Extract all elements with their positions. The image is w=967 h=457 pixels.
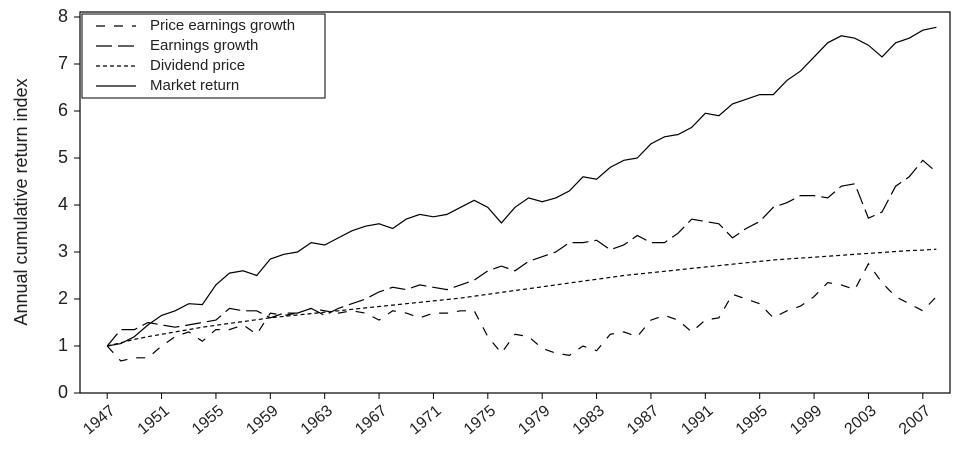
legend-label: Price earnings growth (150, 17, 295, 34)
y-tick-label: 5 (58, 147, 68, 167)
x-tick-label: 1947 (80, 402, 118, 438)
y-axis-label: Annual cumulative return index (11, 78, 31, 325)
y-tick-label: 8 (58, 6, 68, 26)
y-tick-label: 1 (58, 335, 68, 355)
x-tick-label: 1979 (515, 402, 553, 438)
x-tick-label: 1987 (624, 402, 662, 438)
x-tick-label: 2003 (842, 402, 880, 438)
x-tick-label: 1951 (135, 402, 173, 438)
series-line (106, 159, 937, 347)
x-tick-label: 2007 (896, 402, 934, 438)
x-tick-label: 1955 (189, 402, 227, 438)
x-tick-label: 1967 (352, 402, 390, 438)
x-tick-label: 1963 (298, 402, 336, 438)
y-tick-label: 7 (58, 53, 68, 73)
legend-label: Earnings growth (150, 37, 258, 54)
legend-box (81, 13, 326, 99)
legend-label: Market return (150, 77, 239, 94)
y-tick-label: 3 (58, 241, 68, 261)
y-tick-label: 4 (58, 194, 68, 214)
legend-label: Dividend price (150, 57, 245, 74)
y-tick-label: 6 (58, 100, 68, 120)
series-line (107, 248, 937, 347)
plot-frame (79, 11, 951, 394)
y-tick-label: 2 (58, 288, 68, 308)
x-tick-label: 1995 (733, 402, 771, 438)
x-tick-label: 1999 (787, 402, 825, 438)
x-tick-label: 1959 (243, 402, 281, 438)
series-line (107, 26, 937, 347)
x-tick-label: 1991 (678, 402, 716, 438)
x-tick-label: 1983 (570, 402, 608, 438)
x-tick-label: 1971 (407, 402, 445, 438)
x-tick-label: 1975 (461, 402, 499, 438)
series-line (106, 262, 937, 362)
y-tick-label: 0 (58, 382, 68, 402)
